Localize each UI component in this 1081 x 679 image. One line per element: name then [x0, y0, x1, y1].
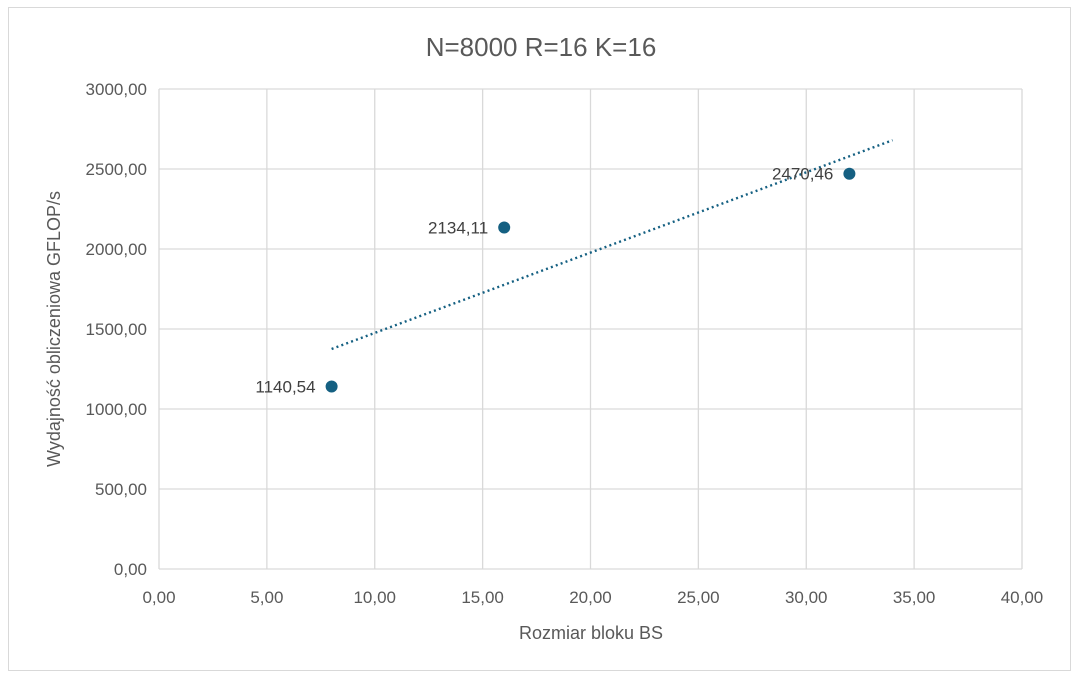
data-points [325, 167, 856, 393]
y-tick-label: 0,00 [114, 560, 147, 579]
x-tick-label: 35,00 [893, 588, 936, 607]
gridlines [158, 88, 1023, 570]
trendline [331, 139, 893, 351]
data-label: 2134,11 [428, 219, 488, 238]
y-tick-label: 1500,00 [86, 320, 147, 339]
x-tick-label: 15,00 [461, 588, 504, 607]
x-tick-label: 5,00 [250, 588, 283, 607]
data-label: 2470,46 [772, 165, 833, 184]
data-label: 1140,54 [255, 378, 315, 397]
x-tick-label: 30,00 [785, 588, 828, 607]
x-tick-label: 10,00 [353, 588, 396, 607]
x-axis-title: Rozmiar bloku BS [519, 623, 663, 643]
chart-title: N=8000 R=16 K=16 [426, 32, 657, 62]
y-tick-label: 2500,00 [86, 160, 147, 179]
scatter-chart: N=8000 R=16 K=16 0,00 500,00 1000,00 1500,0… [44, 32, 1044, 643]
trendline-layer [331, 139, 893, 351]
x-tick-label: 0,00 [142, 588, 175, 607]
data-point [325, 380, 338, 393]
data-point [843, 167, 856, 180]
x-tick-label: 25,00 [677, 588, 720, 607]
y-tick-label: 500,00 [95, 480, 147, 499]
y-tick-label: 2000,00 [86, 240, 147, 259]
y-tick-label: 3000,00 [86, 80, 147, 99]
y-axis-title: Wydajność obliczeniowa GFLOP/s [44, 191, 64, 467]
chart-frame: N=8000 R=16 K=16 0,00 500,00 1000,00 1500,0… [8, 7, 1071, 671]
data-labels: 1140,54 2134,11 2470,46 [255, 165, 833, 397]
tick-labels: 0,00 500,00 1000,00 1500,00 2000,00 2500,00 30… [86, 80, 1044, 607]
x-tick-label: 40,00 [1001, 588, 1044, 607]
x-tick-label: 20,00 [569, 588, 612, 607]
data-point [498, 221, 511, 234]
y-tick-label: 1000,00 [86, 400, 147, 419]
